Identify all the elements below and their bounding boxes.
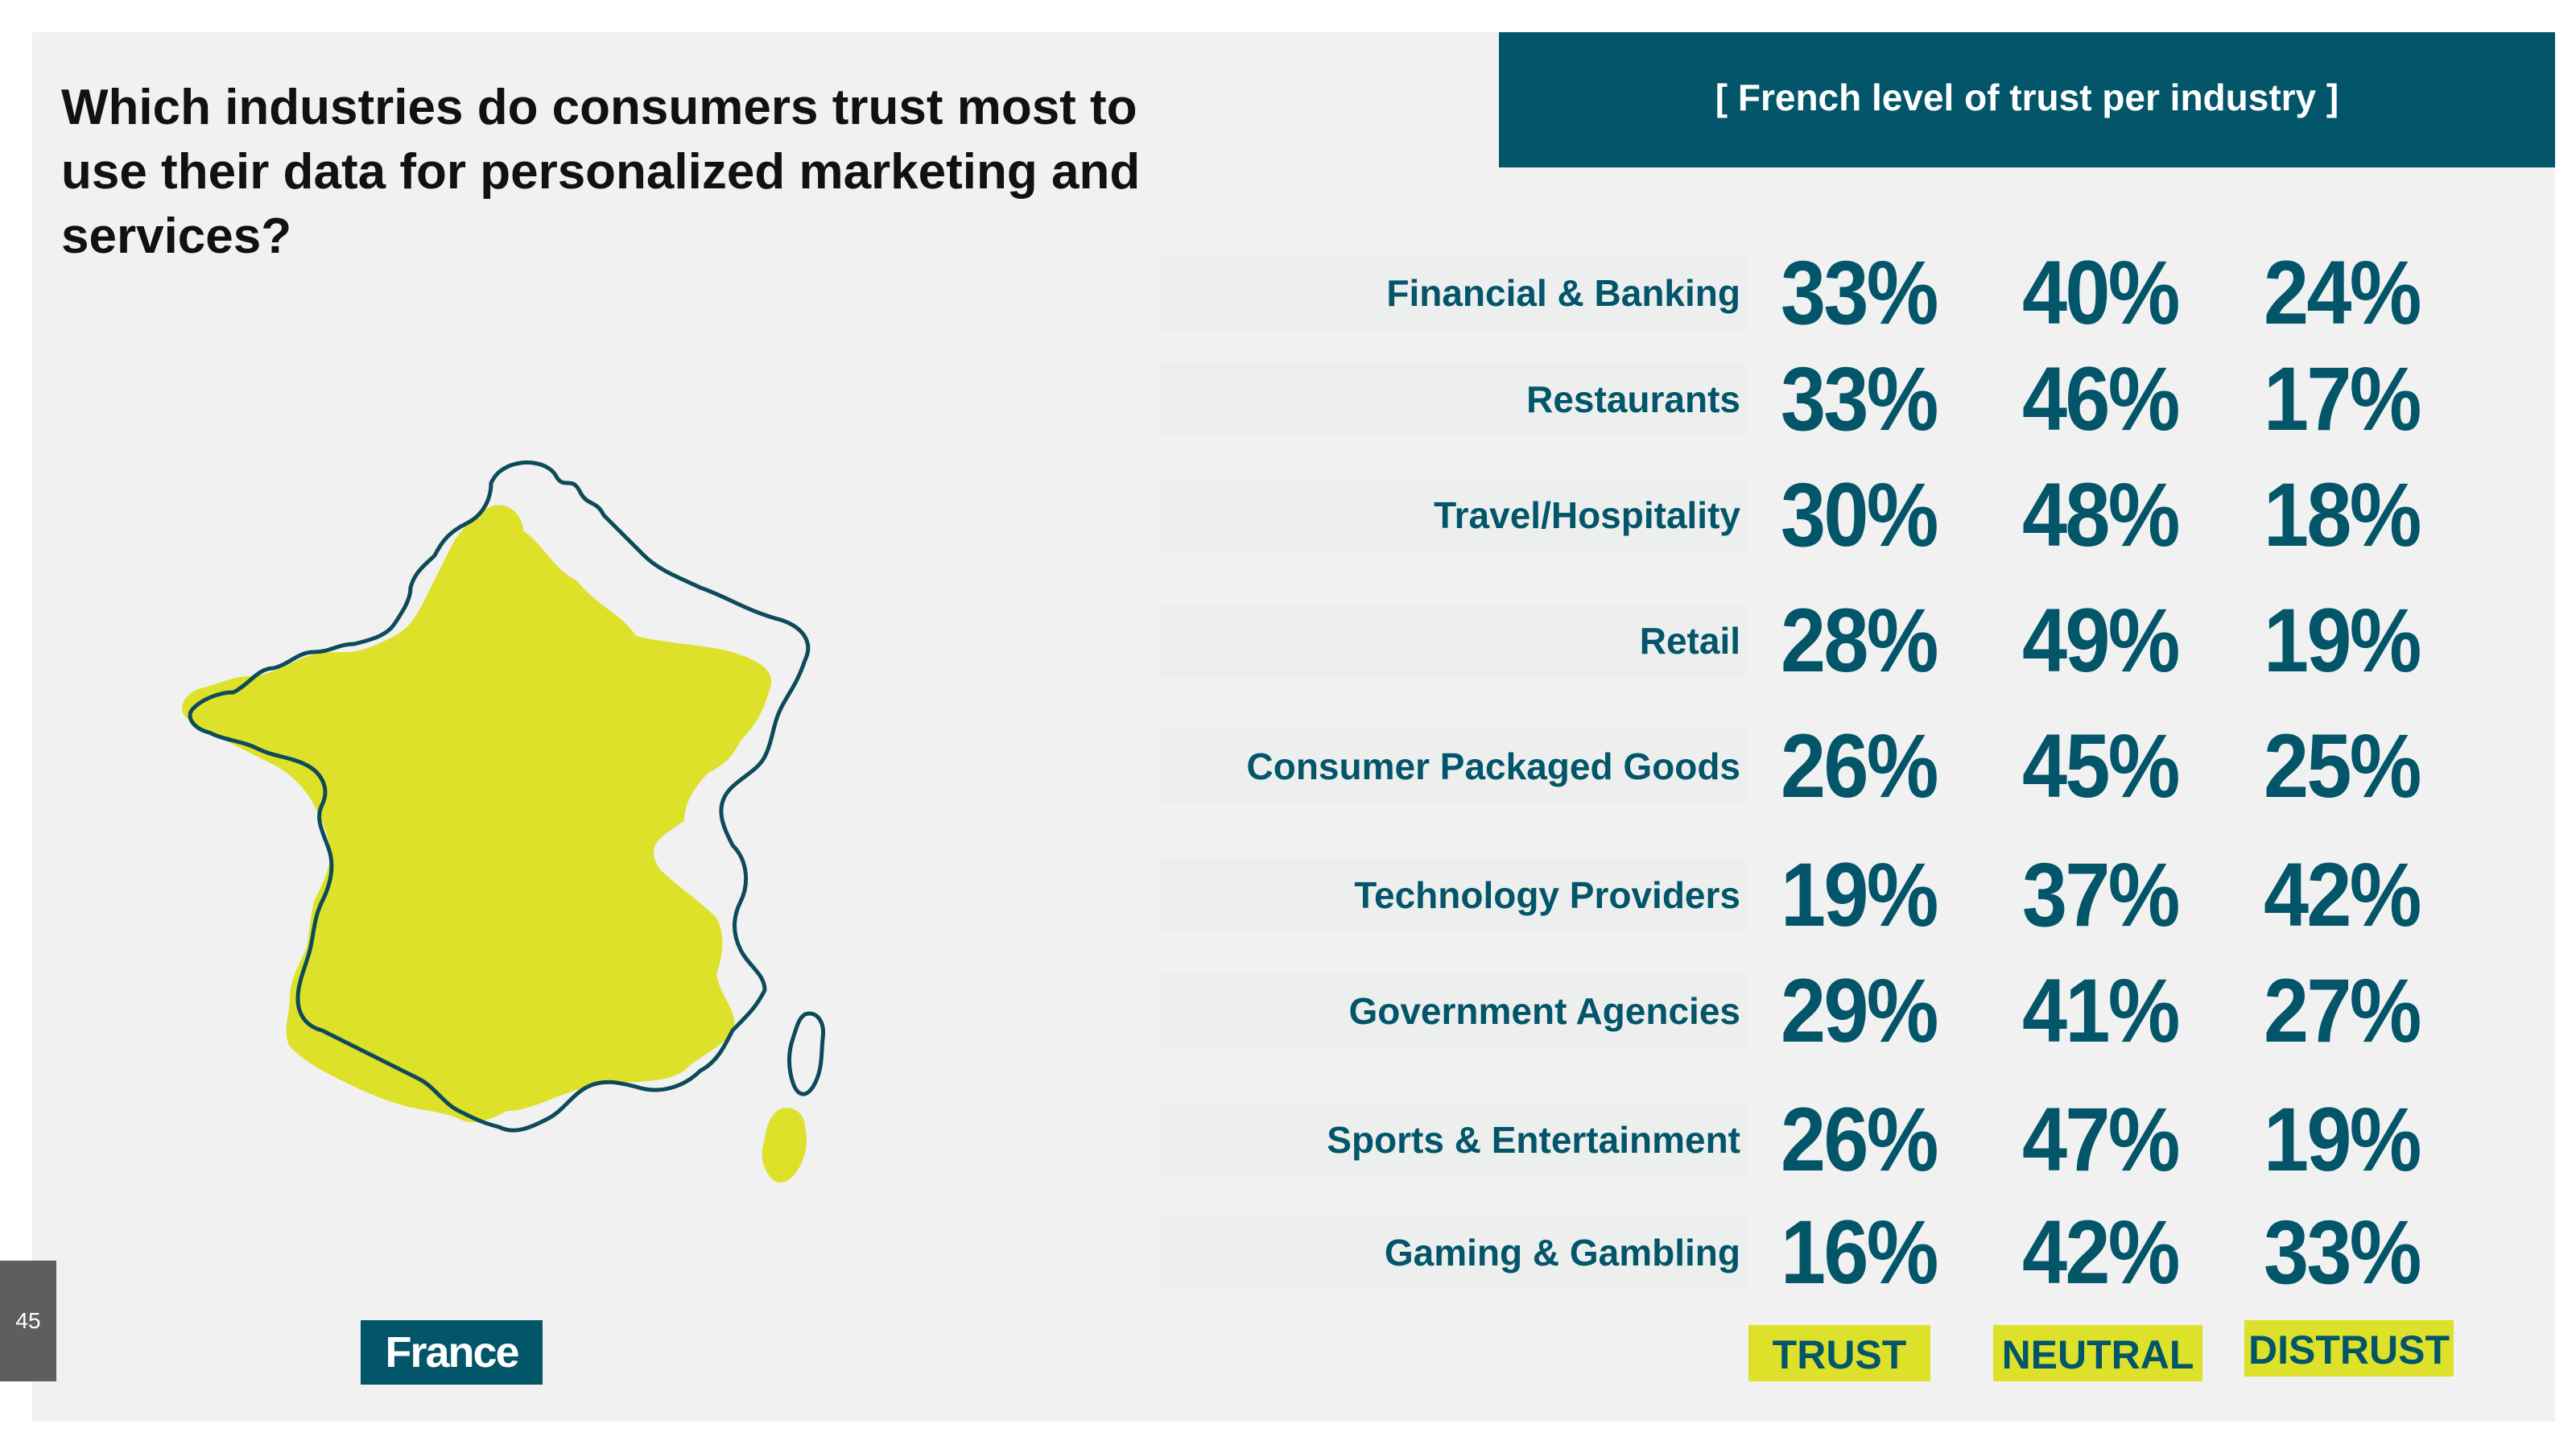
row-band — [1159, 256, 1747, 330]
row-band — [1159, 604, 1747, 678]
france-outline — [188, 460, 811, 1133]
table-row: Retail 28% 49% 19% — [1159, 592, 2447, 689]
table-row: Consumer Packaged Goods 26% 45% 25% — [1159, 718, 2447, 815]
trust-value: 33% — [1781, 349, 1938, 449]
row-band — [1159, 1216, 1747, 1290]
distrust-value: 19% — [2264, 1089, 2421, 1190]
distrust-value: 19% — [2264, 590, 2421, 691]
trust-value: 33% — [1781, 242, 1938, 343]
column-label-distrust: DISTRUST — [2244, 1320, 2454, 1377]
distrust-value: 17% — [2264, 349, 2421, 449]
france-mainland-fill — [182, 505, 772, 1123]
trust-value: 29% — [1781, 960, 1938, 1061]
distrust-value: 18% — [2264, 464, 2421, 565]
row-label: Technology Providers — [1354, 874, 1740, 916]
trust-value: 26% — [1781, 1089, 1938, 1190]
trust-value: 19% — [1781, 844, 1938, 945]
table-row: Government Agencies 29% 41% 27% — [1159, 963, 2447, 1059]
row-band — [1159, 362, 1747, 436]
table-row: Restaurants 33% 46% 17% — [1159, 351, 2447, 448]
neutral-value: 37% — [2022, 844, 2180, 945]
row-band — [1159, 858, 1747, 932]
row-label: Government Agencies — [1348, 990, 1740, 1032]
row-label: Consumer Packaged Goods — [1246, 745, 1741, 787]
corsica-fill — [762, 1108, 807, 1183]
page-number: 45 — [0, 1261, 56, 1381]
distrust-value: 25% — [2264, 716, 2421, 816]
corsica-outline — [787, 1011, 826, 1096]
row-band — [1159, 478, 1747, 552]
row-label: Sports & Entertainment — [1327, 1119, 1740, 1161]
row-label: Financial & Banking — [1386, 272, 1740, 314]
trust-value: 28% — [1781, 590, 1938, 691]
row-band — [1159, 974, 1747, 1048]
neutral-value: 41% — [2022, 960, 2180, 1061]
row-label: Travel/Hospitality — [1434, 494, 1740, 536]
table-row: Financial & Banking 33% 40% 24% — [1159, 245, 2447, 341]
distrust-value: 27% — [2264, 960, 2421, 1061]
table-row: Sports & Entertainment 26% 47% 19% — [1159, 1092, 2447, 1188]
table-row: Technology Providers 19% 37% 42% — [1159, 847, 2447, 943]
distrust-value: 24% — [2264, 242, 2421, 343]
table-header-bar: [ French level of trust per industry ] — [1499, 32, 2555, 167]
neutral-value: 47% — [2022, 1089, 2180, 1190]
row-band — [1159, 729, 1747, 803]
neutral-value: 45% — [2022, 716, 2180, 816]
column-label-neutral: NEUTRAL — [1993, 1325, 2202, 1381]
table-header-title: [ French level of trust per industry ] — [1715, 76, 2339, 118]
neutral-value: 42% — [2022, 1202, 2180, 1302]
table-row: Gaming & Gambling 16% 42% 33% — [1159, 1204, 2447, 1301]
question-title: Which industries do consumers trust most… — [61, 80, 1141, 264]
row-label: Restaurants — [1526, 378, 1740, 420]
neutral-value: 49% — [2022, 590, 2180, 691]
distrust-value: 33% — [2264, 1202, 2421, 1302]
france-map-icon — [182, 460, 826, 1183]
row-band — [1159, 1103, 1747, 1177]
column-label-trust: TRUST — [1748, 1325, 1930, 1381]
trust-value: 16% — [1781, 1202, 1938, 1302]
country-label: France — [361, 1320, 543, 1385]
trust-value: 30% — [1781, 464, 1938, 565]
row-label: Retail — [1639, 620, 1740, 662]
distrust-value: 42% — [2264, 844, 2421, 945]
row-label: Gaming & Gambling — [1384, 1232, 1740, 1274]
table-row: Travel/Hospitality 30% 48% 18% — [1159, 467, 2447, 564]
neutral-value: 48% — [2022, 464, 2180, 565]
neutral-value: 46% — [2022, 349, 2180, 449]
trust-value: 26% — [1781, 716, 1938, 816]
neutral-value: 40% — [2022, 242, 2180, 343]
